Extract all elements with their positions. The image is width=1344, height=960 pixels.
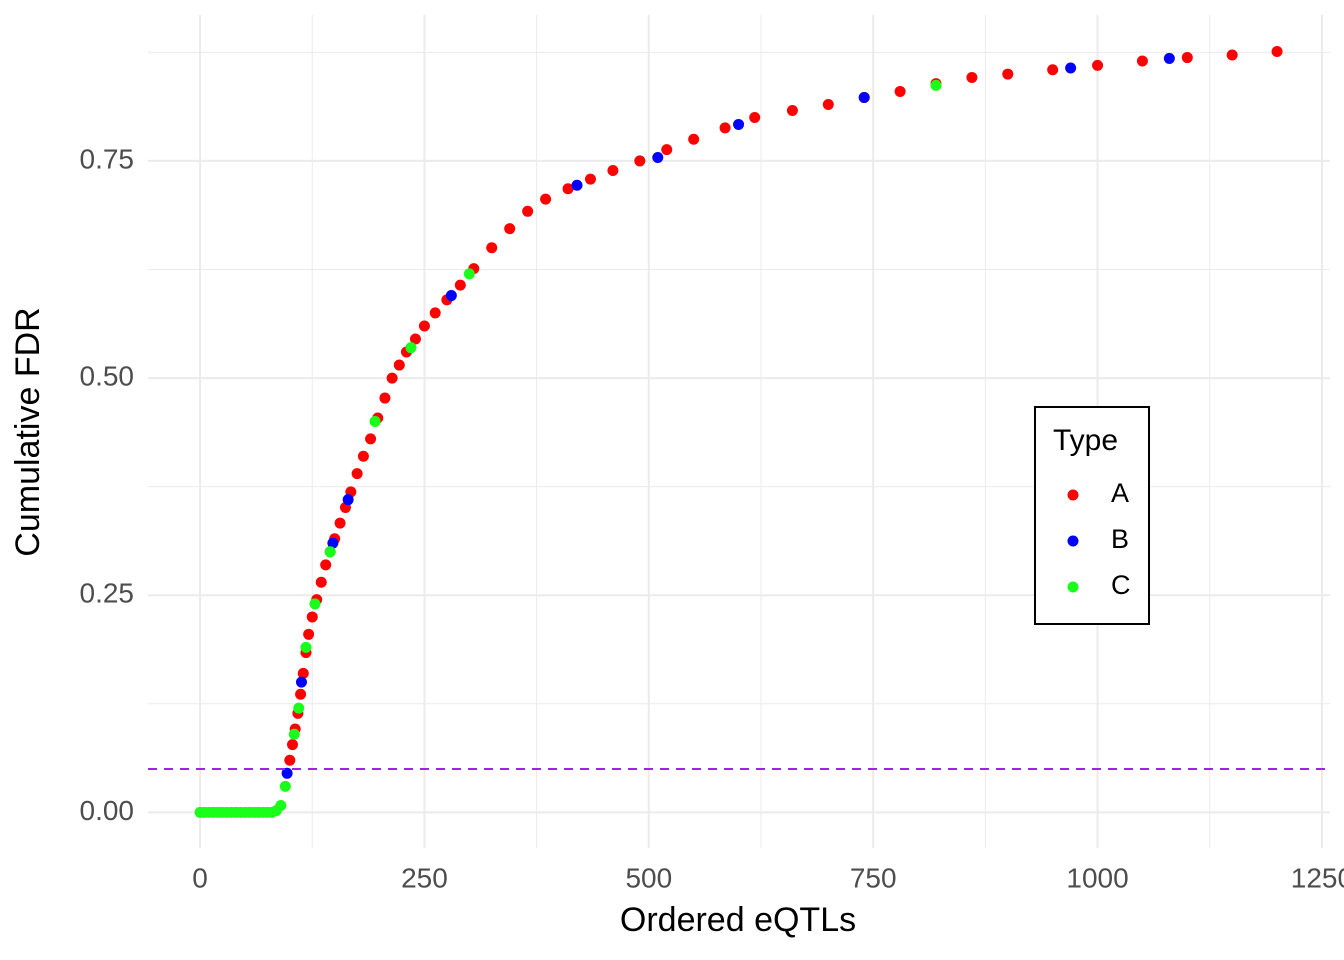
y-axis-title: Cumulative FDR — [9, 307, 47, 556]
point — [405, 342, 417, 354]
point — [418, 320, 430, 332]
point — [858, 92, 870, 104]
legend-label: C — [1111, 570, 1131, 600]
point — [634, 155, 646, 167]
y-tick-label: 0.75 — [80, 143, 135, 174]
point — [386, 372, 398, 384]
point — [749, 111, 761, 123]
y-tick-label: 0.25 — [80, 578, 135, 609]
x-tick-label: 0 — [192, 862, 208, 893]
point — [429, 307, 441, 319]
point — [351, 468, 363, 480]
point — [275, 799, 287, 811]
point — [1002, 68, 1014, 80]
point — [607, 164, 619, 176]
point — [315, 576, 327, 588]
point — [1163, 52, 1175, 64]
point — [327, 537, 339, 549]
plot-points — [194, 45, 1283, 818]
x-tick-label: 500 — [625, 862, 672, 893]
legend-box — [1034, 406, 1150, 625]
legend-swatch — [1067, 489, 1079, 501]
point — [279, 780, 291, 792]
legend-swatch — [1067, 581, 1079, 593]
legend-label: B — [1111, 524, 1129, 554]
point — [486, 242, 498, 254]
point — [522, 205, 534, 217]
point — [295, 676, 307, 688]
x-tick-label: 750 — [850, 862, 897, 893]
point — [334, 517, 346, 529]
y-tick-label: 0.50 — [80, 360, 135, 391]
point — [454, 279, 466, 291]
point — [288, 728, 300, 740]
point — [822, 98, 834, 110]
x-tick-label: 1000 — [1066, 862, 1128, 893]
point — [342, 494, 354, 506]
point — [661, 144, 673, 156]
point — [284, 754, 296, 766]
point — [584, 173, 596, 185]
point — [966, 72, 978, 84]
y-tick-label: 0.00 — [80, 795, 135, 826]
point — [894, 85, 906, 97]
point — [1047, 64, 1059, 76]
point — [540, 193, 552, 205]
point — [1092, 59, 1104, 71]
point — [463, 268, 475, 280]
point — [409, 333, 421, 345]
point — [281, 767, 293, 779]
point — [930, 79, 942, 91]
point — [733, 118, 745, 130]
point — [786, 105, 798, 117]
point — [357, 450, 369, 462]
point — [719, 122, 731, 134]
point — [1065, 62, 1077, 74]
point — [324, 546, 336, 558]
point — [1136, 55, 1148, 67]
point — [688, 133, 700, 145]
point — [306, 611, 318, 623]
point — [504, 223, 516, 235]
point — [309, 598, 321, 610]
point — [295, 688, 307, 700]
point — [393, 359, 405, 371]
legend-label: A — [1111, 478, 1129, 508]
point — [445, 290, 457, 302]
point — [652, 151, 664, 163]
legend: Type ABC — [1034, 406, 1150, 625]
point — [320, 559, 332, 571]
point — [571, 179, 583, 191]
point — [365, 433, 377, 445]
x-tick-label: 250 — [401, 862, 448, 893]
x-axis-title: Ordered eQTLs — [620, 901, 856, 939]
legend-swatch — [1067, 535, 1079, 547]
point — [293, 702, 305, 714]
point — [297, 667, 309, 679]
grid — [148, 15, 1330, 848]
point — [1181, 52, 1193, 64]
point — [379, 392, 391, 404]
point — [286, 739, 298, 751]
point — [1271, 45, 1283, 57]
point — [369, 416, 381, 428]
point — [303, 628, 315, 640]
point — [1226, 49, 1238, 61]
point — [300, 641, 312, 653]
legend-title: Type — [1053, 424, 1118, 457]
point — [562, 183, 574, 195]
